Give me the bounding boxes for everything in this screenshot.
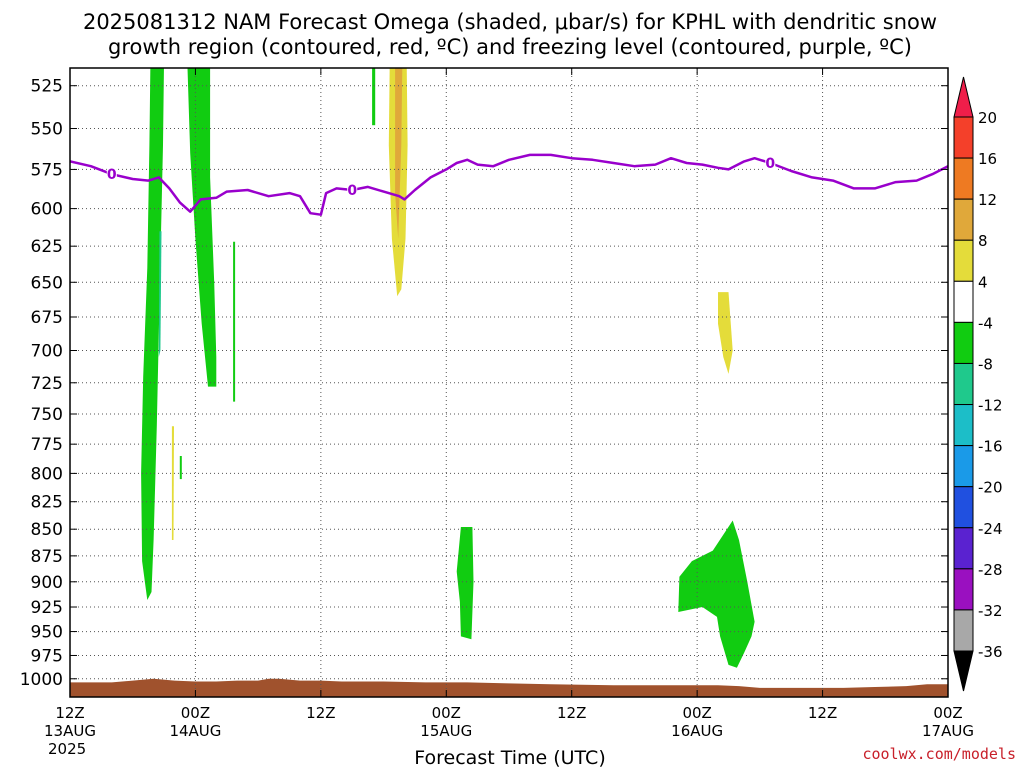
x-tick-label-48-1: 12Z — [557, 704, 586, 722]
freezing-level-line — [70, 153, 948, 216]
colorbar-label-7: -12 — [978, 397, 1003, 415]
omega-region-9 — [718, 292, 733, 374]
omega-region-5 — [179, 456, 182, 480]
freezing-label-bg-2 — [765, 155, 776, 171]
colorbar-label-6: -8 — [978, 355, 993, 373]
colorbar-bin-10 — [953, 486, 974, 529]
freezing-level-contour: 0 0 0 — [70, 153, 948, 216]
x-tick-label-36-2: 15AUG — [420, 722, 472, 740]
omega-region-1 — [158, 231, 162, 357]
x-tick-label-84-1: 00Z — [933, 704, 962, 722]
y-tick-label-825: 825 — [31, 493, 63, 513]
freezing-level-label-1: 0 — [347, 183, 357, 199]
x-tick-label-36-1: 00Z — [432, 704, 461, 722]
freezing-label-bg-1 — [347, 182, 358, 198]
colorbar-label-4: 4 — [978, 273, 988, 291]
colorbar-bin-7 — [953, 362, 974, 406]
x-tick-label-24-1: 12Z — [306, 704, 335, 722]
y-tick-label-600: 600 — [31, 200, 63, 220]
y-tick-label-975: 975 — [31, 646, 63, 666]
chart-title-line2: growth region (contoured, red, ºC) and f… — [108, 35, 912, 59]
colorbar-bin-3 — [953, 198, 974, 241]
credit-text: coolwx.com/models — [862, 745, 1016, 763]
colorbar-bin-1 — [953, 116, 974, 159]
colorbar-label-13: -36 — [978, 643, 1003, 661]
omega-region-3 — [233, 241, 236, 402]
y-tick-label-625: 625 — [31, 237, 63, 257]
chart-title-line1: 2025081312 NAM Forecast Omega (shaded, μ… — [83, 10, 937, 34]
plot-area — [70, 68, 948, 697]
omega-region-2 — [187, 68, 217, 387]
x-tick-label-72-1: 12Z — [808, 704, 837, 722]
y-tick-label-725: 725 — [31, 374, 63, 394]
x-axis-title: Forecast Time (UTC) — [414, 747, 605, 768]
colorbar-label-5: -4 — [978, 314, 993, 332]
freezing-level-label-2: 0 — [765, 156, 775, 172]
y-tick-label-900: 900 — [31, 573, 63, 593]
axes: 525 550 575 600 625 650 675 700 725 750 775 800 825 8… — [20, 67, 974, 758]
omega-region-6 — [171, 426, 174, 540]
colorbar-label-11: -28 — [978, 561, 1003, 579]
y-tick-label-525: 525 — [31, 77, 63, 97]
colorbar-label-1: 16 — [978, 150, 997, 168]
y-tick-label-800: 800 — [31, 464, 63, 484]
x-tick-label-0-3: 2025 — [48, 740, 86, 758]
colorbar-label-8: -16 — [978, 438, 1003, 456]
colorbar-bin-12 — [953, 568, 974, 611]
colorbar-bin-2 — [953, 157, 974, 200]
colorbar-label-10: -24 — [978, 520, 1003, 538]
omega-region-11 — [678, 520, 755, 668]
omega-region-4 — [372, 68, 376, 126]
y-tick-label-925: 925 — [31, 598, 63, 618]
colorbar-bin-8 — [953, 404, 974, 447]
y-tick-label-550: 550 — [31, 120, 63, 140]
terrain-fill — [70, 678, 948, 697]
y-tick-label-750: 750 — [31, 405, 63, 425]
colorbar-bin-13 — [953, 609, 974, 652]
colorbar-bottom-triangle — [953, 650, 974, 692]
colorbar-label-12: -32 — [978, 602, 1003, 620]
y-tick-label-1000: 1000 — [20, 670, 63, 690]
y-tick-label-775: 775 — [31, 435, 63, 455]
colorbar-bin-9 — [953, 445, 974, 488]
x-tick-label-0-1: 12Z — [55, 704, 84, 722]
y-tick-label-875: 875 — [31, 547, 63, 567]
freezing-level-label-0: 0 — [107, 167, 117, 183]
colorbar-label-2: 12 — [978, 191, 997, 209]
colorbar-bin-6 — [953, 321, 974, 364]
x-tick-label-60-1: 00Z — [682, 704, 711, 722]
x-tick-label-0-2: 13AUG — [44, 722, 96, 740]
omega-region-10 — [456, 527, 474, 640]
colorbar-bin-11 — [953, 527, 974, 570]
x-tick-label-12-1: 00Z — [181, 704, 210, 722]
colorbar-label-9: -20 — [978, 479, 1003, 497]
omega-region-0 — [141, 68, 164, 600]
colorbar: 20 16 12 8 4 -4 -8 -12 -16 -20 -24 -28 -32 -36 — [953, 76, 1003, 692]
colorbar-bin-4 — [953, 239, 974, 282]
y-tick-label-950: 950 — [31, 623, 63, 643]
grid-lines — [70, 68, 948, 697]
y-tick-label-650: 650 — [31, 273, 63, 293]
x-tick-label-12-2: 14AUG — [169, 722, 221, 740]
y-tick-label-575: 575 — [31, 160, 63, 180]
freezing-label-bg-0 — [106, 166, 117, 182]
colorbar-top-triangle — [953, 76, 974, 118]
x-tick-label-84-2: 17AUG — [922, 722, 974, 740]
x-tick-label-60-2: 16AUG — [671, 722, 723, 740]
colorbar-label-0: 20 — [978, 109, 997, 127]
y-tick-label-700: 700 — [31, 341, 63, 361]
colorbar-bin-5 — [953, 280, 974, 323]
y-tick-label-675: 675 — [31, 308, 63, 328]
y-tick-label-850: 850 — [31, 520, 63, 540]
colorbar-label-3: 8 — [978, 232, 988, 250]
